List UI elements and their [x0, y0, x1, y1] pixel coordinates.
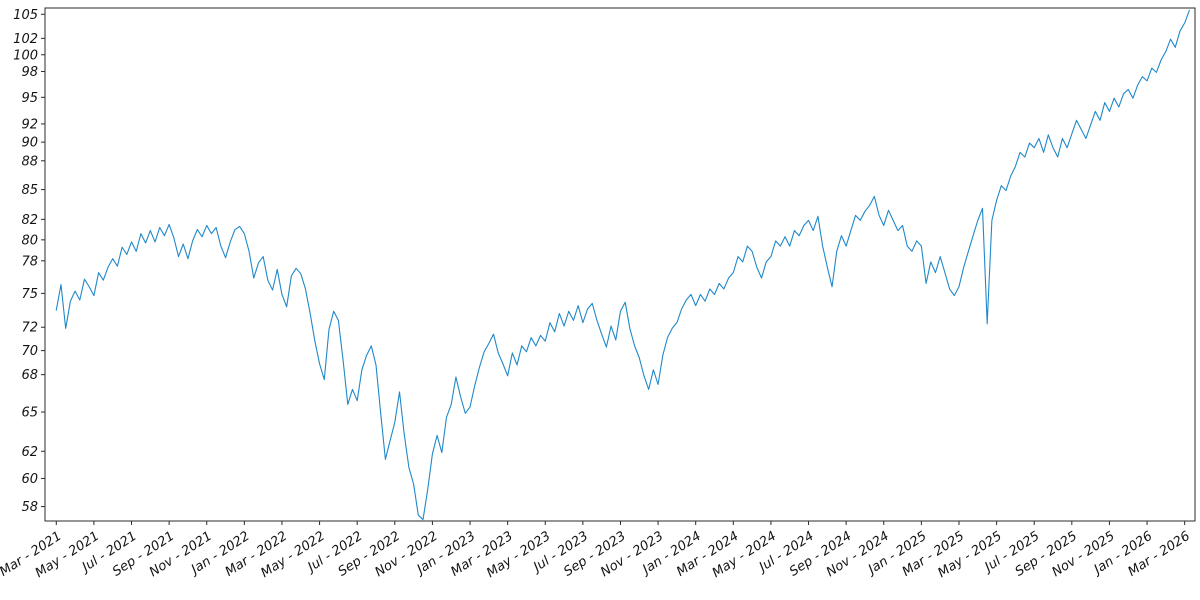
y-tick-label: 65 — [21, 406, 38, 421]
y-tick-label: 92 — [21, 117, 38, 132]
y-tick-label: 90 — [21, 136, 38, 151]
y-tick-label: 58 — [21, 500, 38, 515]
y-tick-label: 70 — [21, 344, 38, 359]
y-tick-label: 68 — [21, 368, 38, 383]
y-tick-label: 60 — [21, 472, 38, 487]
y-tick-label: 72 — [21, 321, 38, 336]
y-tick-label: 78 — [21, 254, 38, 269]
y-tick-label: 102 — [13, 32, 38, 47]
series-price-index-line — [55, 9, 1190, 521]
y-tick-label: 98 — [21, 65, 38, 80]
y-tick-label: 75 — [21, 287, 38, 302]
y-tick-label: 88 — [21, 154, 38, 169]
axes-frame — [44, 7, 1196, 522]
y-tick-label: 105 — [13, 8, 38, 23]
y-tick-label: 100 — [13, 48, 38, 63]
y-tick-label: 80 — [21, 233, 38, 248]
y-tick-label: 95 — [21, 91, 38, 106]
y-tick-label: 62 — [21, 445, 38, 460]
y-tick-label: 82 — [21, 213, 38, 228]
y-tick-label: 85 — [21, 183, 38, 198]
